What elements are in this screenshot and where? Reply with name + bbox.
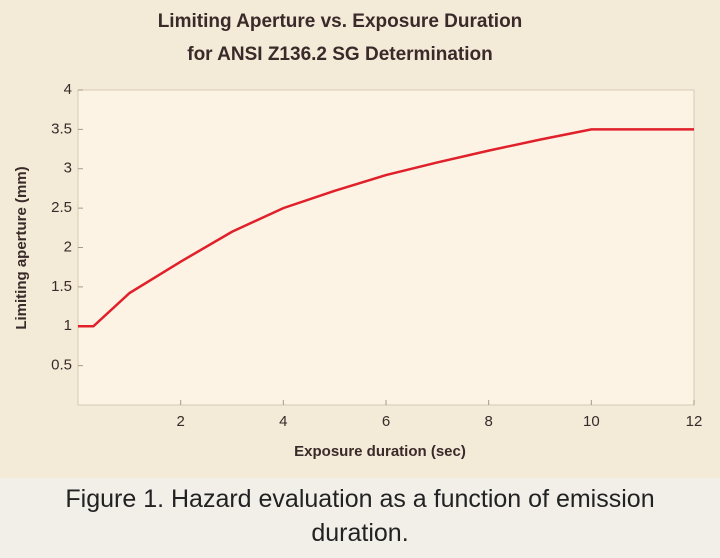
x-tick-label: 8 [484,413,492,430]
y-axis-label: Limiting aperture (mm) [13,166,30,329]
chart-title: Limiting Aperture vs. Exposure Duration [158,11,523,32]
x-tick-label: 2 [176,413,184,430]
chart: Limiting Aperture vs. Exposure Duration … [12,11,703,460]
caption: Figure 1. Hazard evaluation as a functio… [0,478,720,558]
y-tick-label: 3.5 [51,120,72,137]
y-tick-label: 2 [64,238,72,255]
chart-title: for ANSI Z136.2 SG Determination [187,44,492,65]
x-tick-label: 10 [583,413,600,430]
y-tick-label: 1.5 [51,278,72,295]
data-line [78,128,694,328]
x-tick-label: 4 [279,413,287,430]
y-tick-label: 3 [64,160,72,177]
x-axis-label: Exposure duration (sec) [294,443,466,460]
y-tick-label: 2.5 [51,199,72,216]
y-tick-label: 0.5 [51,357,72,374]
x-tick-label: 12 [686,413,703,430]
x-tick-label: 6 [382,413,390,430]
y-tick-label: 4 [64,81,72,98]
y-tick-label: 1 [64,317,72,334]
plot-area [77,89,695,406]
